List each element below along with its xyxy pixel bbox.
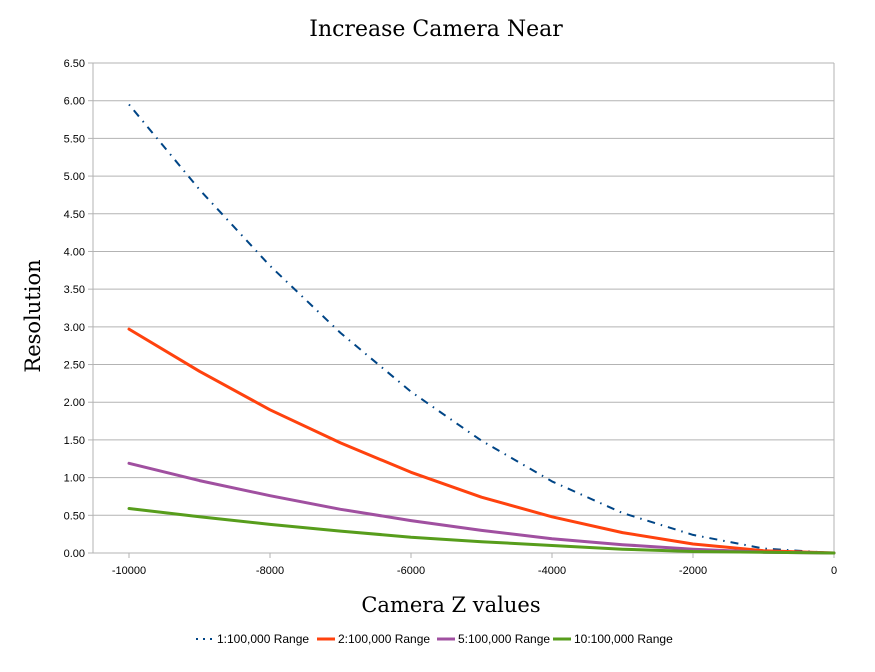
tick-labels: 0.00 0.50 1.00 1.50 2.00 2.50 3.00 3.50 4.00 4.50… bbox=[64, 58, 837, 577]
y-tick-label: 5.50 bbox=[64, 133, 85, 145]
y-tick-label: 1.00 bbox=[64, 473, 85, 485]
x-tick-label: -4000 bbox=[538, 565, 566, 577]
y-tick-label: 2.00 bbox=[64, 397, 85, 409]
series-lines bbox=[127, 103, 836, 555]
y-tick-label: 4.00 bbox=[64, 246, 85, 258]
x-tick-label: -6000 bbox=[397, 565, 425, 577]
x-tick-label: -10000 bbox=[112, 565, 146, 577]
y-tick-label: 0.50 bbox=[64, 510, 85, 522]
y-tick-label: 6.00 bbox=[64, 96, 85, 108]
chart-title: Increase Camera Near bbox=[309, 17, 563, 42]
y-tick-label: 0.00 bbox=[64, 548, 85, 560]
legend-label: 2:100,000 Range bbox=[338, 632, 430, 646]
grid bbox=[88, 62, 835, 558]
legend-label: 5:100,000 Range bbox=[458, 632, 550, 646]
series-line-1 bbox=[128, 103, 835, 554]
y-tick-label: 6.50 bbox=[64, 58, 85, 70]
series-line-2 bbox=[127, 327, 836, 555]
y-tick-label: 2.50 bbox=[64, 360, 85, 372]
legend-label: 10:100,000 Range bbox=[574, 632, 673, 646]
x-tick-label: 0 bbox=[831, 565, 837, 577]
y-tick-label: 3.00 bbox=[64, 322, 85, 334]
y-tick-label: 5.00 bbox=[64, 171, 85, 183]
x-axis-title: Camera Z values bbox=[361, 593, 540, 617]
series-line-4 bbox=[127, 507, 836, 555]
series-line-3 bbox=[127, 461, 836, 555]
y-tick-label: 3.50 bbox=[64, 284, 85, 296]
x-tick-label: -8000 bbox=[256, 565, 284, 577]
y-tick-label: 1.50 bbox=[64, 435, 85, 447]
legend: 1:100,000 Range 2:100,000 Range 5:100,000 … bbox=[196, 632, 673, 646]
legend-label: 1:100,000 Range bbox=[217, 632, 309, 646]
y-axis-title: Resolution bbox=[21, 259, 45, 372]
y-tick-label: 4.50 bbox=[64, 209, 85, 221]
x-tick-label: -2000 bbox=[679, 565, 707, 577]
